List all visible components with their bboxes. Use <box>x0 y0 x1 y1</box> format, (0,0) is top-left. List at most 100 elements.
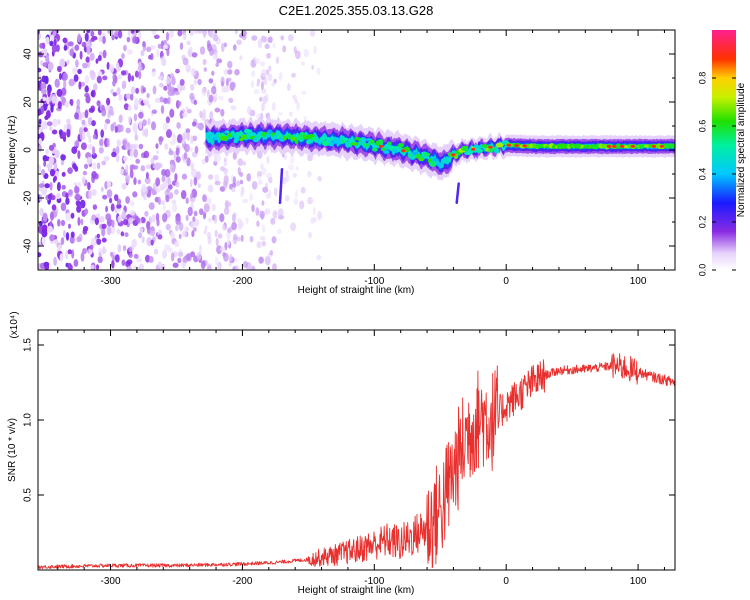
spectrogram-noise-cell <box>47 61 54 71</box>
colorbar-label: Normalized spectral amplitude <box>736 82 747 217</box>
spectrogram-noise-cell <box>150 45 156 50</box>
spectrogram-noise-cell <box>242 198 248 204</box>
spectrogram-noise-cell <box>42 62 48 68</box>
spectrogram-noise-cell <box>80 252 85 262</box>
spectrogram-signal-cell <box>220 135 228 141</box>
spectrogram-noise-cell <box>176 83 182 91</box>
spectrogram-signal-cell <box>383 150 390 154</box>
spectrogram-noise-cell <box>94 217 99 226</box>
spectrogram-noise-cell <box>277 228 282 235</box>
spectrogram-noise-cell <box>206 265 212 270</box>
snr-series-line <box>38 353 675 570</box>
spectrogram-peak-cell <box>378 144 384 148</box>
spectrogram-noise-cell <box>269 250 274 256</box>
spectrogram-noise-cell <box>230 105 237 111</box>
snr-x-tick-label: -300 <box>101 576 121 587</box>
spectrogram-peak-cell <box>451 153 456 157</box>
spectrogram-noise-cell <box>289 155 295 165</box>
spectrogram-noise-cell <box>215 237 219 247</box>
spectrogram-noise-cell <box>101 248 107 254</box>
spectrogram-noise-cell <box>238 220 244 228</box>
spectrogram-noise-cell <box>214 107 221 113</box>
spectrogram-noise-cell <box>116 228 121 235</box>
spectrogram-noise-cell <box>217 261 222 270</box>
spectrogram-noise-cell <box>265 193 270 199</box>
spectrogram-noise-cell <box>292 173 297 178</box>
spectrogram-noise-cell <box>141 236 145 244</box>
spectrogram-noise-cell <box>107 30 111 34</box>
spectrogram-noise-cell <box>287 34 294 42</box>
spectrogram-signal-cell <box>256 134 261 141</box>
spectrogram-noise-cell <box>91 189 97 196</box>
spectrogram-noise-cell <box>80 142 87 150</box>
spectrogram-noise-cell <box>264 256 271 266</box>
spectrogram-y-tick-label: 40 <box>23 48 34 60</box>
spectrogram-noise-cell <box>164 169 171 178</box>
spectrogram-noise-cell <box>38 109 42 116</box>
spectrogram-noise-cell <box>129 149 134 158</box>
spectrogram-noise-cell <box>288 164 294 171</box>
spectrogram-noise-cell <box>268 65 272 72</box>
spectrogram-noise-cell <box>55 170 60 177</box>
spectrogram-noise-cell <box>215 256 219 265</box>
spectrogram-noise-cell <box>50 34 55 42</box>
spectrogram-noise-cell <box>307 170 312 178</box>
spectrogram-peak-cell <box>506 143 511 147</box>
spectrogram-noise-cell <box>106 62 110 70</box>
spectrogram-noise-cell <box>167 96 171 105</box>
spectrogram-signal-cell <box>224 130 230 134</box>
spectrogram-noise-cell <box>61 131 67 137</box>
spectrogram-noise-cell <box>193 30 198 34</box>
spectrogram-noise-cell <box>111 219 115 228</box>
spectrogram-noise-cell <box>105 104 110 111</box>
spectrogram-noise-cell <box>175 156 181 163</box>
spectrogram-signal-cell <box>371 147 378 152</box>
spectrogram-noise-cell <box>234 69 240 76</box>
spectrogram-noise-cell <box>162 213 168 223</box>
spectrogram-noise-cell <box>77 150 81 160</box>
spectrogram-noise-cell <box>182 112 188 118</box>
spectrogram-noise-cell <box>84 85 89 93</box>
spectrogram-noise-cell <box>170 252 175 262</box>
spectrogram-noise-cell <box>62 72 68 81</box>
spectrogram-noise-cell <box>212 34 219 42</box>
spectrogram-noise-cell <box>60 219 66 227</box>
spectrogram-noise-cell <box>220 246 226 252</box>
spectrogram-noise-cell <box>93 83 98 91</box>
spectrogram-signal-cell <box>380 147 387 152</box>
spectrogram-noise-cell <box>175 224 179 232</box>
spectrogram-signal-cell <box>360 137 367 143</box>
spectrogram-noise-cell <box>90 237 97 247</box>
spectrogram-noise-cell <box>38 118 42 125</box>
spectrogram-noise-cell <box>105 213 112 221</box>
spectrogram-noise-cell <box>308 231 312 239</box>
colorbar-tick-label: 0.4 <box>697 168 707 181</box>
spectrogram-noise-cell <box>191 121 197 127</box>
spectrogram-noise-cell <box>150 239 154 246</box>
spectrogram-noise-cell <box>121 80 127 88</box>
spectrogram-x-tick-label: -200 <box>232 276 252 287</box>
colorbar-gradient <box>712 30 736 270</box>
spectrogram-noise-cell <box>173 90 180 96</box>
spectrogram-noise-cell <box>150 158 155 165</box>
spectrogram-noise-cell <box>82 248 87 255</box>
spectrogram-noise-cell <box>196 30 203 34</box>
spectrogram-noise-cell <box>316 67 321 75</box>
spectrogram-noise-cell <box>272 42 276 49</box>
spectrogram-noise-cell <box>127 72 132 83</box>
spectrogram-noise-cell <box>211 70 215 76</box>
spectrogram-signal-cell <box>319 136 326 142</box>
spectrogram-signal-cell <box>363 143 370 148</box>
spectrogram-noise-cell <box>195 171 201 180</box>
spectrogram-noise-cell <box>102 49 107 59</box>
spectrogram-noise-cell <box>45 36 50 44</box>
spectrogram-noise-cell <box>177 30 183 37</box>
spectrogram-noise-cell <box>41 48 48 57</box>
spectrogram-signal-cell <box>423 152 431 157</box>
spectrogram-noise-cell <box>38 67 42 73</box>
spectrogram-noise-cell <box>106 138 110 148</box>
spectrogram-noise-cell <box>133 113 138 122</box>
spectrogram-streak <box>455 182 460 205</box>
snr-y-axis-label: SNR (10 * v/v) <box>7 418 18 482</box>
spectrogram-noise-cell <box>111 259 115 269</box>
